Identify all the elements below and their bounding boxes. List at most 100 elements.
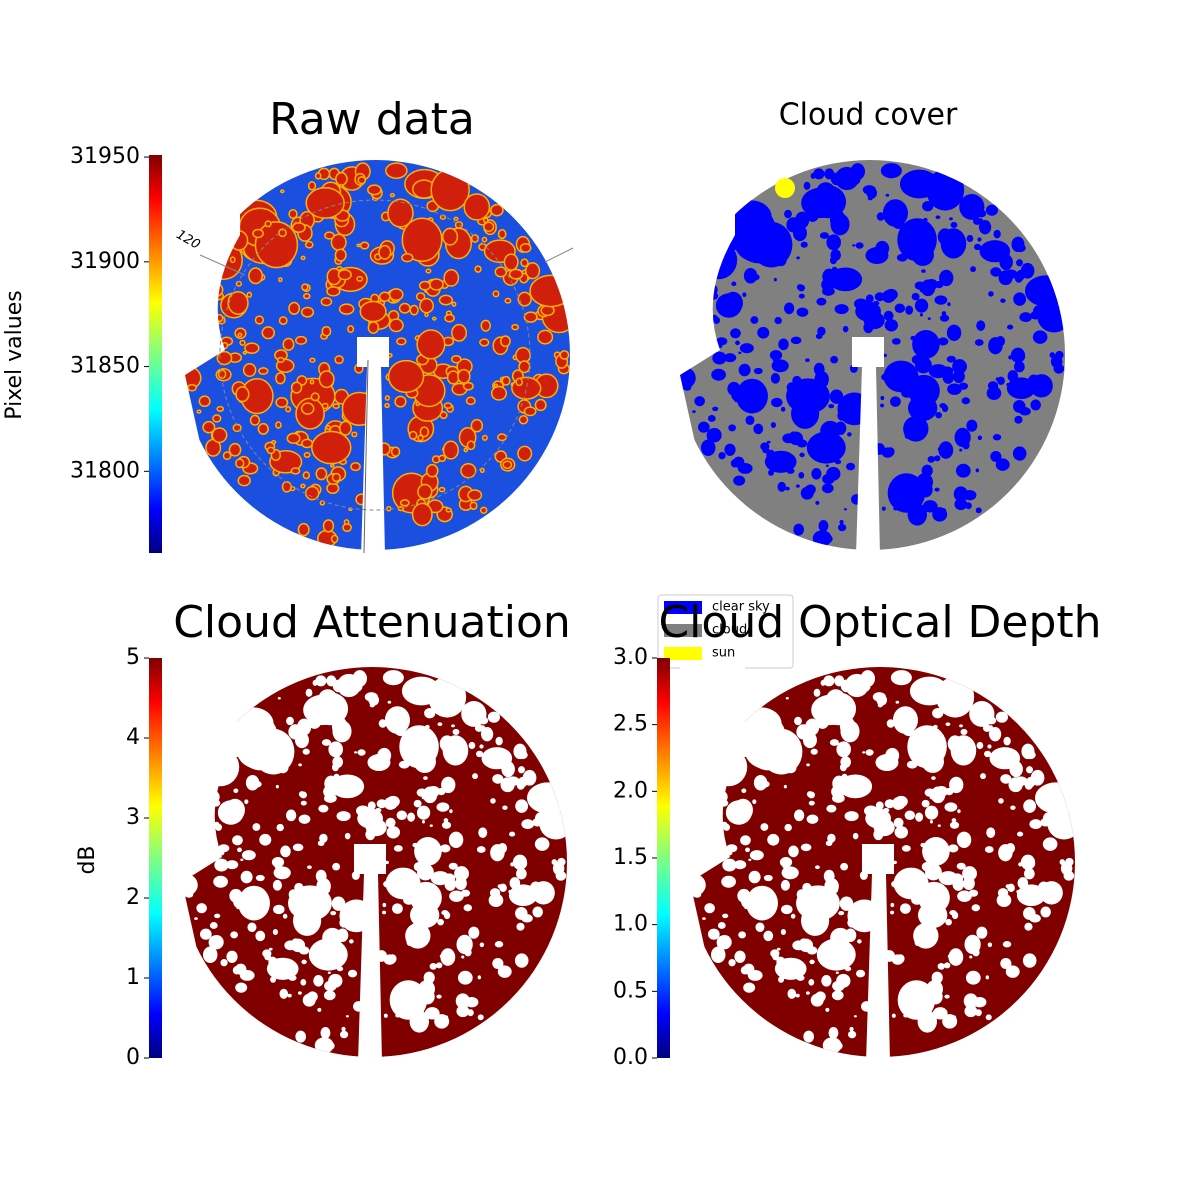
sky-blob bbox=[324, 793, 337, 803]
sky-blob bbox=[784, 209, 792, 219]
sky-blob bbox=[976, 926, 988, 939]
sky-blob bbox=[797, 729, 811, 740]
sky-blob bbox=[332, 403, 340, 409]
sky-blob bbox=[300, 978, 307, 986]
sky-blob bbox=[248, 267, 264, 285]
sky-blob bbox=[474, 265, 482, 273]
sky-blob bbox=[954, 498, 968, 511]
sky-blob bbox=[731, 281, 737, 286]
sky-blob bbox=[494, 941, 504, 948]
polar-axis bbox=[199, 254, 246, 276]
sky-blob bbox=[944, 994, 950, 999]
sky-blob bbox=[735, 340, 740, 346]
sky-blob bbox=[822, 1037, 842, 1054]
sky-blob bbox=[952, 359, 967, 374]
sky-blob bbox=[949, 217, 953, 221]
sky-blob bbox=[424, 707, 436, 719]
sky-blob bbox=[393, 845, 403, 852]
sky-blob bbox=[949, 776, 964, 794]
sky-blob bbox=[518, 360, 531, 374]
sky-blob bbox=[922, 837, 950, 866]
sky-blob bbox=[266, 446, 276, 455]
sky-blob bbox=[349, 939, 354, 944]
sky-blob bbox=[332, 756, 343, 768]
sky-blob bbox=[998, 461, 1007, 469]
sky-blob bbox=[494, 266, 508, 278]
sky-blob bbox=[365, 828, 376, 841]
sky-blob bbox=[827, 910, 833, 916]
sky-blob bbox=[1003, 736, 1011, 746]
sky-blob bbox=[926, 169, 965, 211]
sky-blob bbox=[992, 434, 1002, 441]
sky-blob bbox=[817, 403, 823, 409]
sky-blob bbox=[237, 847, 242, 853]
sky-blob bbox=[359, 241, 370, 250]
sky-blob bbox=[419, 426, 430, 438]
sky-blob bbox=[355, 683, 363, 691]
sky-blob bbox=[382, 670, 404, 686]
sky-blob bbox=[202, 946, 218, 964]
sky-blob bbox=[430, 168, 470, 212]
sky-blob bbox=[770, 728, 777, 734]
sky-blob bbox=[517, 750, 528, 760]
sky-blob bbox=[319, 910, 325, 916]
sky-blob bbox=[876, 212, 885, 221]
sky-blob bbox=[508, 268, 524, 280]
sky-blob bbox=[198, 395, 211, 408]
sky-blob bbox=[922, 991, 937, 1006]
colorbar-tick-label: 31900 bbox=[70, 249, 140, 274]
sky-blob bbox=[345, 1015, 349, 1018]
sky-blob bbox=[464, 948, 472, 957]
sky-blob bbox=[896, 253, 908, 262]
sky-blob bbox=[285, 405, 292, 413]
sky-blob bbox=[444, 313, 455, 323]
sky-blob bbox=[449, 809, 453, 814]
sky-blob bbox=[863, 683, 871, 691]
sky-blob bbox=[1011, 378, 1018, 386]
sky-blob bbox=[718, 452, 726, 460]
sky-blob bbox=[811, 468, 822, 480]
sky-blob bbox=[893, 817, 904, 828]
sky-blob bbox=[319, 833, 328, 843]
sky-blob bbox=[937, 228, 953, 245]
sky-blob bbox=[932, 707, 944, 719]
sky-blob bbox=[717, 935, 732, 950]
sky-blob bbox=[880, 395, 885, 401]
sky-blob bbox=[516, 868, 527, 880]
sky-blob bbox=[470, 234, 480, 243]
sky-blob bbox=[795, 484, 800, 488]
sky-blob bbox=[904, 810, 915, 820]
sky-blob bbox=[853, 176, 861, 184]
sky-blob bbox=[723, 291, 743, 315]
sky-blob bbox=[1015, 243, 1026, 253]
sky-blob bbox=[212, 414, 222, 423]
sky-blob bbox=[428, 676, 467, 718]
sky-blob bbox=[232, 835, 243, 846]
sky-blob bbox=[825, 464, 829, 468]
sky-blob bbox=[303, 451, 311, 458]
sky-blob bbox=[522, 769, 537, 786]
sky-blob bbox=[913, 435, 918, 441]
sky-blob bbox=[501, 375, 511, 386]
sky-blob bbox=[238, 885, 270, 921]
sky-blob bbox=[740, 835, 751, 846]
sky-blob bbox=[525, 262, 541, 280]
sky-blob bbox=[836, 1042, 843, 1050]
sky-blob bbox=[519, 242, 532, 253]
sky-blob bbox=[796, 284, 803, 291]
sky-blob bbox=[356, 275, 364, 282]
sky-blob bbox=[323, 932, 328, 937]
sky-blob bbox=[233, 788, 239, 793]
sky-blob bbox=[297, 522, 310, 537]
sky-blob bbox=[830, 172, 842, 186]
sky-blob bbox=[504, 297, 512, 304]
sky-blob bbox=[780, 406, 786, 412]
sky-blob bbox=[978, 218, 984, 223]
sky-blob bbox=[429, 278, 444, 291]
sky-blob bbox=[813, 688, 821, 697]
sky-blob bbox=[309, 379, 315, 385]
colorbar-tick-label: 0 bbox=[126, 1045, 140, 1070]
sky-blob bbox=[960, 728, 968, 736]
mask-region bbox=[172, 882, 222, 1062]
sky-blob bbox=[292, 843, 304, 852]
